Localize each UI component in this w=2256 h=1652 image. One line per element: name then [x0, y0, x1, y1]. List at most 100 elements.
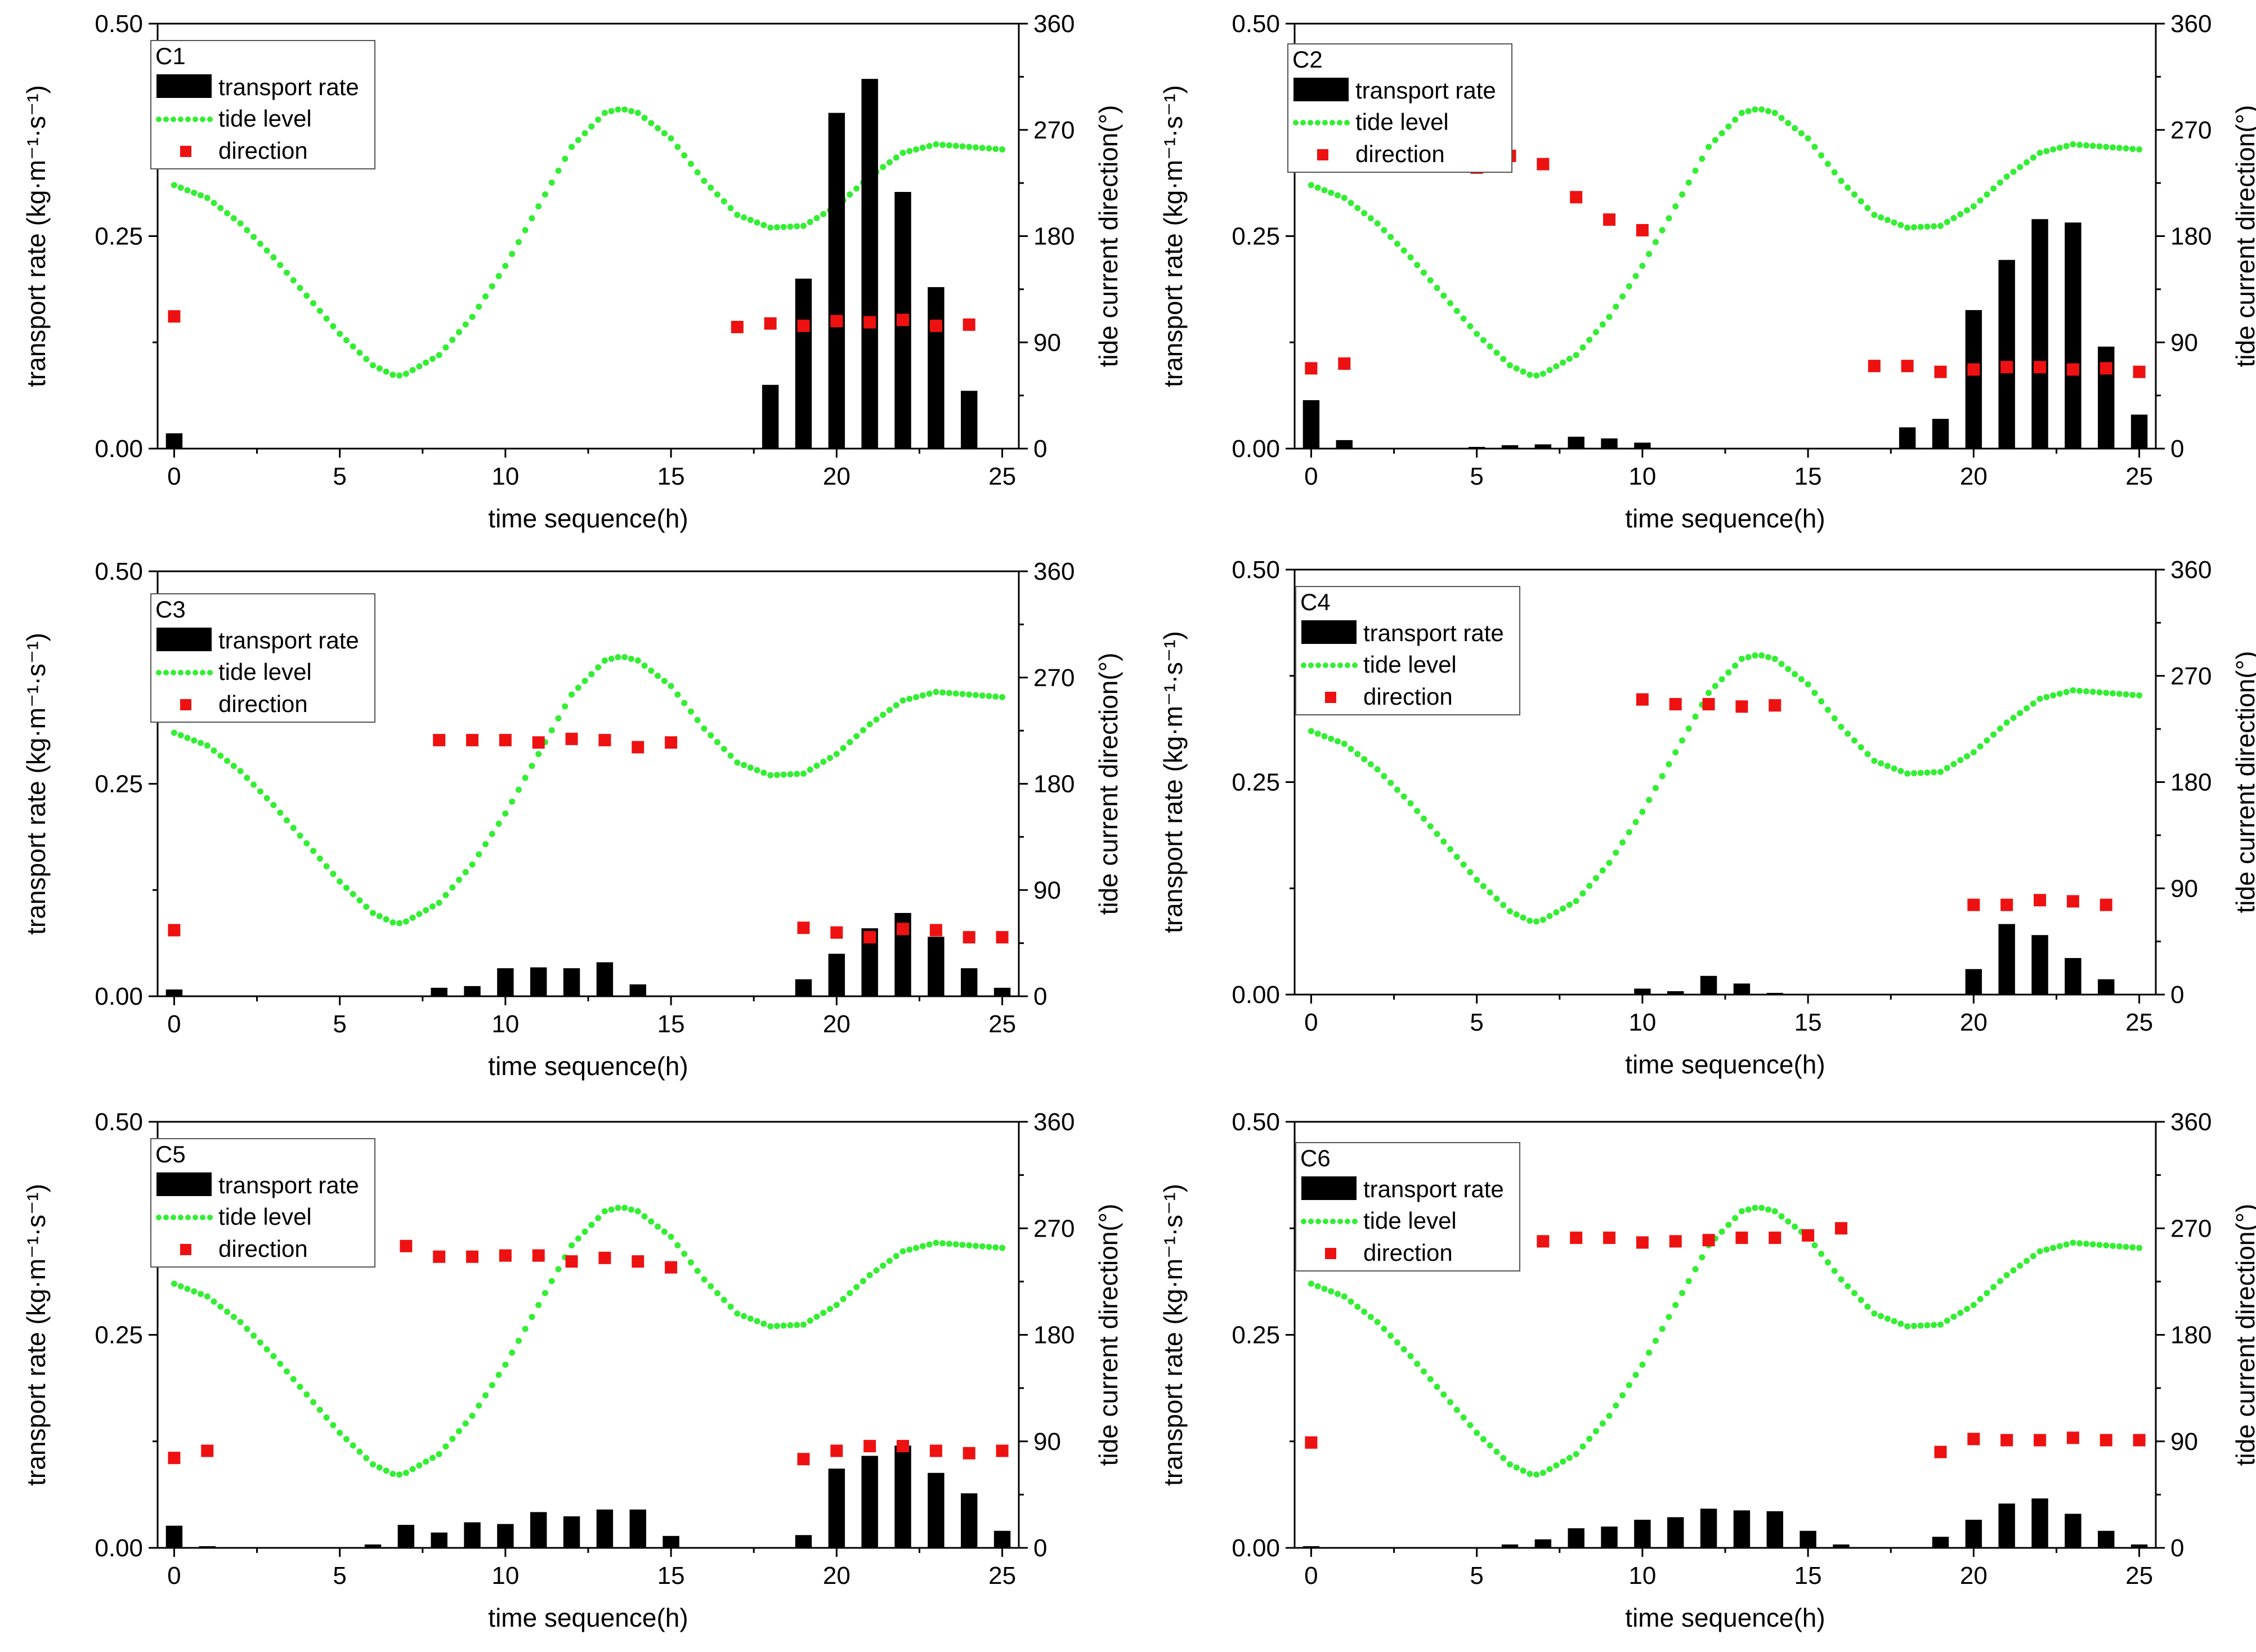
- tide-level-point: [1400, 1346, 1407, 1353]
- tide-level-point: [2043, 1246, 2050, 1253]
- tide-level-point: [2056, 144, 2063, 151]
- direction-marker: [996, 1444, 1009, 1457]
- transport-rate-bar: [1501, 445, 1519, 449]
- x-tick-label: 15: [1794, 463, 1822, 490]
- tide-level-point: [1811, 1242, 1818, 1249]
- tide-level-point: [1818, 1251, 1825, 1257]
- tide-level-point: [350, 1442, 356, 1449]
- legend-swatch-transport: [156, 1172, 212, 1196]
- tide-level-point: [880, 711, 887, 718]
- tide-level-point: [1857, 198, 1864, 205]
- tide-level-point: [529, 215, 535, 222]
- x-tick-label: 10: [491, 1010, 519, 1038]
- tide-level-point: [1718, 676, 1725, 683]
- tide-level-point: [230, 1314, 237, 1320]
- legend-label-direction: direction: [218, 137, 308, 164]
- transport-rate-bar: [464, 986, 481, 996]
- tide-level-point: [1685, 725, 1692, 732]
- direction-marker: [1901, 360, 1914, 373]
- tide-level-point: [2096, 143, 2103, 150]
- tide-level-point: [270, 802, 277, 808]
- tide-level-point: [813, 1313, 820, 1320]
- legend: C1 transport rate tide level direction: [150, 40, 375, 169]
- legend-swatch-direction: [180, 699, 191, 710]
- panel-tag: C1: [155, 43, 186, 69]
- direction-marker: [2133, 1434, 2146, 1447]
- direction-marker: [565, 732, 578, 745]
- x-tick-label: 10: [1628, 463, 1656, 490]
- tide-level-point: [297, 285, 303, 292]
- tide-level-point: [833, 1302, 840, 1309]
- x-tick-label: 15: [657, 463, 685, 490]
- tide-level-point: [575, 684, 581, 691]
- tide-level-point: [1619, 293, 1626, 300]
- tide-level-point: [1394, 1339, 1400, 1346]
- tide-level-point: [1924, 223, 1931, 230]
- tide-level-point: [1387, 1332, 1394, 1339]
- tide-level-point: [754, 219, 760, 226]
- direction-marker: [201, 1444, 214, 1457]
- tide-level-point: [1407, 254, 1414, 261]
- tide-level-point: [2129, 692, 2136, 699]
- tide-level-point: [1374, 1319, 1381, 1326]
- tide-level-point: [230, 215, 237, 222]
- tide-level-point: [946, 142, 952, 149]
- legend-swatch-tide-dot: [200, 670, 205, 675]
- tide-level-point: [674, 1242, 681, 1249]
- tide-level-point: [1400, 247, 1407, 254]
- tide-level-point: [668, 135, 674, 142]
- tide-level-point: [1950, 760, 1957, 767]
- tide-level-point: [1447, 300, 1454, 307]
- tide-level-point: [2010, 1267, 2017, 1274]
- tide-level-point: [456, 1428, 462, 1435]
- tide-level-point: [1308, 1281, 1314, 1287]
- tide-level-point: [270, 1353, 277, 1359]
- legend-swatch-tide-dot: [1308, 120, 1313, 126]
- tide-level-point: [820, 211, 827, 218]
- tide-level-point: [1977, 1296, 1984, 1302]
- tide-level-point: [257, 240, 263, 247]
- tide-level-point: [1619, 1392, 1626, 1399]
- tide-level-point: [780, 771, 787, 778]
- tide-level-point: [780, 223, 787, 230]
- direction-marker: [1338, 357, 1351, 370]
- tide-level-point: [1400, 793, 1407, 800]
- tide-level-point: [1513, 1464, 1520, 1471]
- tide-level-point: [529, 1314, 535, 1320]
- tide-level-point: [1706, 690, 1712, 696]
- legend-swatch-tide-dot: [185, 117, 191, 122]
- transport-rate-bar: [431, 987, 447, 996]
- tide-level-point: [303, 840, 310, 847]
- tide-level-point: [396, 372, 403, 379]
- tide-level-point: [1944, 764, 1950, 771]
- tide-level-point: [1367, 1314, 1374, 1320]
- tide-level-point: [509, 250, 516, 257]
- tide-level-point: [1314, 1283, 1321, 1290]
- transport-rate-bar: [1601, 1526, 1618, 1548]
- tide-level-point: [569, 1242, 575, 1249]
- tide-level-point: [913, 693, 920, 700]
- tide-level-point: [330, 323, 337, 330]
- transport-rate-bar: [1336, 440, 1353, 449]
- tide-level-point: [356, 350, 363, 356]
- tide-level-point: [2024, 159, 2030, 165]
- tide-level-point: [2123, 1243, 2129, 1250]
- tide-level-point: [1646, 250, 1653, 257]
- tide-level-point: [2030, 154, 2036, 161]
- tide-level-point: [1950, 214, 1957, 221]
- tide-level-point: [1778, 1213, 1785, 1220]
- legend-swatch-tide-dot: [193, 1215, 198, 1220]
- x-axis-title: time sequence(h): [488, 1051, 688, 1081]
- transport-rate-bar: [795, 1535, 812, 1548]
- tide-level-point: [1507, 362, 1513, 369]
- tide-level-point: [1407, 1353, 1414, 1359]
- tide-level-point: [436, 1450, 442, 1457]
- tide-level-point: [522, 774, 529, 781]
- tide-level-point: [363, 903, 370, 910]
- tide-level-point: [462, 1420, 469, 1427]
- tide-level-point: [2110, 1242, 2116, 1249]
- tide-level-point: [1878, 760, 1885, 767]
- tide-level-point: [476, 851, 482, 858]
- tide-level-point: [893, 1253, 899, 1260]
- tide-level-point: [1818, 152, 1825, 159]
